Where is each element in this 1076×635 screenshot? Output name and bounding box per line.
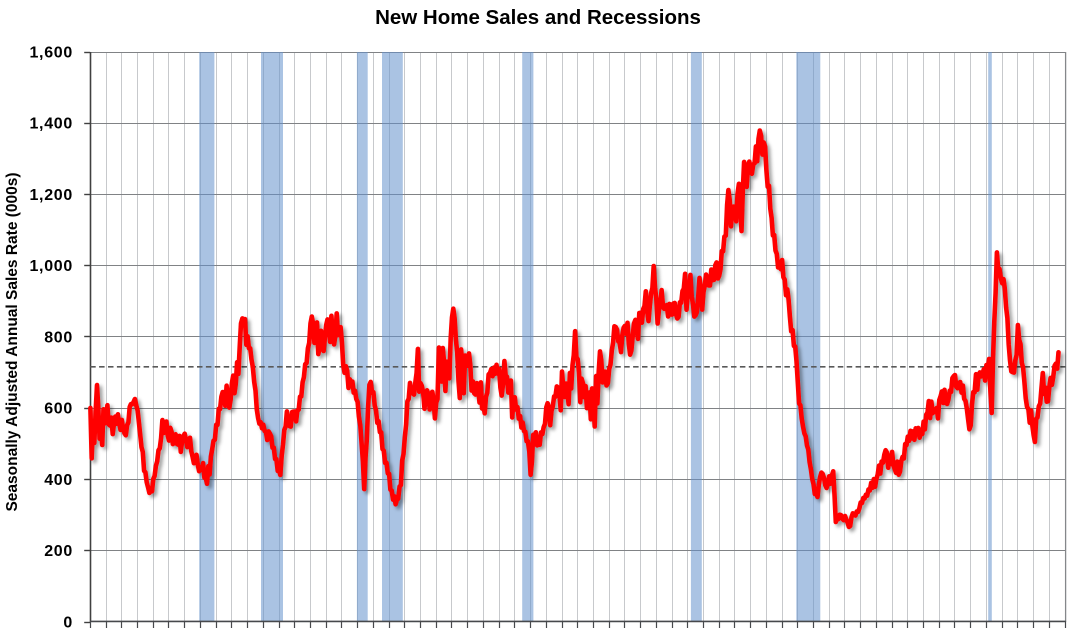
svg-text:1,600: 1,600 (29, 44, 73, 61)
svg-text:1,400: 1,400 (29, 116, 73, 133)
svg-text:200: 200 (44, 543, 73, 560)
svg-text:600: 600 (44, 401, 73, 418)
svg-text:800: 800 (44, 329, 73, 346)
svg-text:0: 0 (63, 614, 73, 630)
svg-text:New Home Sales and Recessions: New Home Sales and Recessions (375, 6, 701, 29)
svg-text:Seasonally Adjusted Annual Sal: Seasonally Adjusted Annual Sales Rate (0… (4, 172, 21, 511)
svg-text:400: 400 (44, 472, 73, 489)
svg-text:1,200: 1,200 (29, 187, 73, 204)
svg-text:1,000: 1,000 (29, 258, 73, 275)
